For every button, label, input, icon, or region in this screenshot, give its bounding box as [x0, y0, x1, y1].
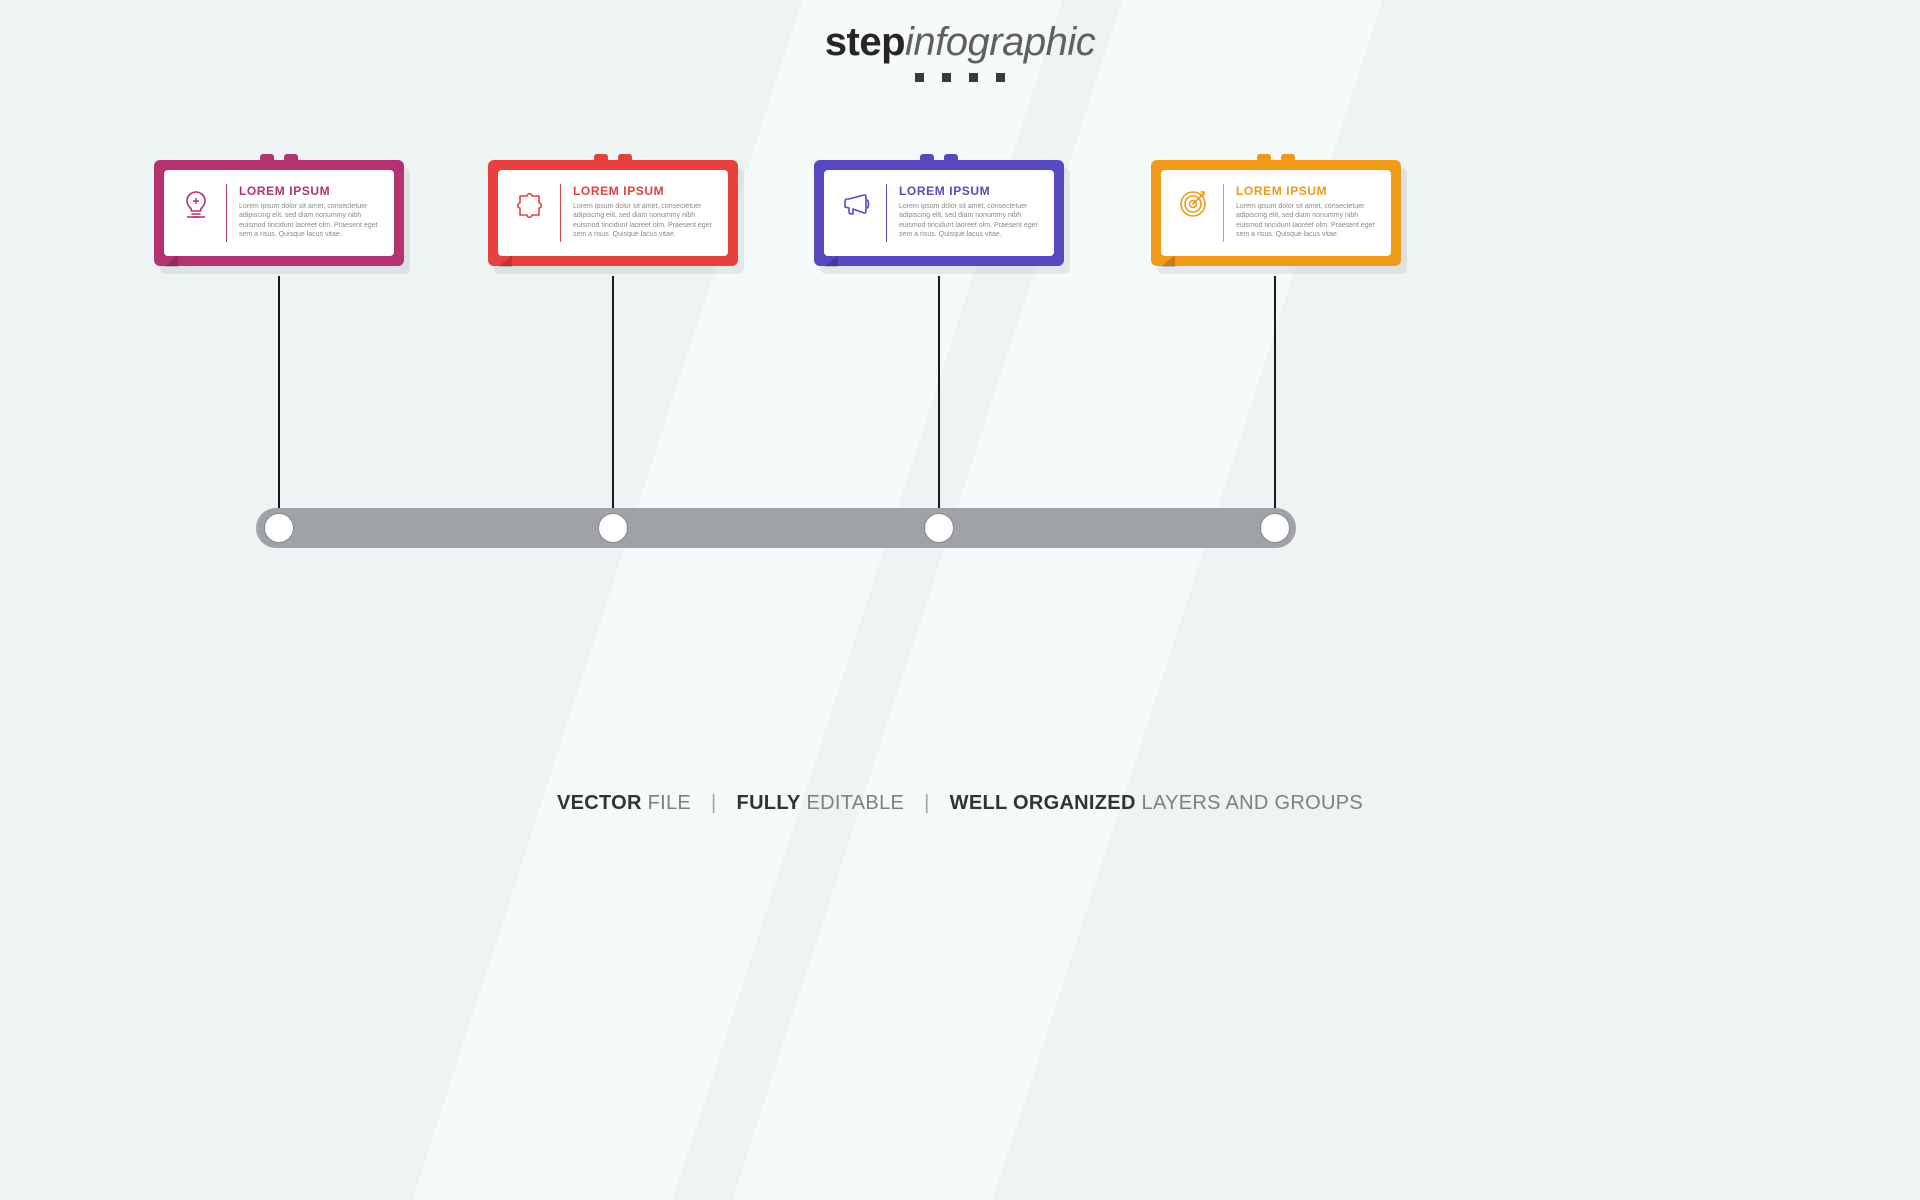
- footer-bold: VECTOR: [557, 792, 642, 814]
- footer-bold: FULLY: [737, 792, 801, 814]
- card-divider: [560, 184, 561, 242]
- card-body: Lorem ipsum dolor sit amet, consectetuer…: [1236, 202, 1377, 240]
- title-thin: infographic: [905, 20, 1095, 64]
- card-title: LOREM IPSUM: [239, 184, 380, 198]
- card-text: LOREM IPSUM Lorem ipsum dolor sit amet, …: [573, 184, 714, 240]
- timeline-stem: [938, 276, 940, 508]
- card-divider: [886, 184, 887, 242]
- card-inner: LOREM IPSUM Lorem ipsum dolor sit amet, …: [164, 170, 394, 256]
- megaphone-icon: [838, 184, 874, 220]
- card-text: LOREM IPSUM Lorem ipsum dolor sit amet, …: [1236, 184, 1377, 240]
- card-outer: LOREM IPSUM Lorem ipsum dolor sit amet, …: [814, 160, 1064, 266]
- card-inner: LOREM IPSUM Lorem ipsum dolor sit amet, …: [1161, 170, 1391, 256]
- timeline-bar: [256, 508, 1296, 548]
- header: stepinfographic: [0, 20, 1920, 82]
- timeline: [256, 508, 1296, 548]
- card-divider: [226, 184, 227, 242]
- timeline-stem: [1274, 276, 1276, 508]
- card-title: LOREM IPSUM: [573, 184, 714, 198]
- timeline-stem: [612, 276, 614, 508]
- footer-bold: WELL ORGANIZED: [950, 792, 1136, 814]
- card-text: LOREM IPSUM Lorem ipsum dolor sit amet, …: [239, 184, 380, 240]
- card-title: LOREM IPSUM: [1236, 184, 1377, 198]
- header-dot: [915, 73, 924, 82]
- footer-light: FILE: [642, 792, 691, 814]
- puzzle-icon: [512, 184, 548, 220]
- card-text: LOREM IPSUM Lorem ipsum dolor sit amet, …: [899, 184, 1040, 240]
- card-body: Lorem ipsum dolor sit amet, consectetuer…: [573, 202, 714, 240]
- card-inner: LOREM IPSUM Lorem ipsum dolor sit amet, …: [824, 170, 1054, 256]
- card-fold-icon: [824, 255, 838, 267]
- step-card: LOREM IPSUM Lorem ipsum dolor sit amet, …: [814, 160, 1064, 266]
- timeline-stem: [278, 276, 280, 508]
- header-dot: [942, 73, 951, 82]
- card-outer: LOREM IPSUM Lorem ipsum dolor sit amet, …: [1151, 160, 1401, 266]
- footer-separator: |: [924, 792, 930, 814]
- card-fold-icon: [1161, 255, 1175, 267]
- timeline-node: [924, 513, 954, 543]
- header-dots: [0, 73, 1920, 82]
- card-divider: [1223, 184, 1224, 242]
- card-inner: LOREM IPSUM Lorem ipsum dolor sit amet, …: [498, 170, 728, 256]
- timeline-node: [1260, 513, 1290, 543]
- footer-separator: |: [711, 792, 717, 814]
- footer-light: LAYERS AND GROUPS: [1136, 792, 1363, 814]
- page-title: stepinfographic: [0, 20, 1920, 65]
- lightbulb-icon: [178, 184, 214, 220]
- step-card: LOREM IPSUM Lorem ipsum dolor sit amet, …: [154, 160, 404, 266]
- header-dot: [996, 73, 1005, 82]
- timeline-node: [264, 513, 294, 543]
- card-outer: LOREM IPSUM Lorem ipsum dolor sit amet, …: [488, 160, 738, 266]
- title-bold: step: [825, 20, 905, 64]
- card-title: LOREM IPSUM: [899, 184, 1040, 198]
- step-card: LOREM IPSUM Lorem ipsum dolor sit amet, …: [488, 160, 738, 266]
- card-fold-icon: [164, 255, 178, 267]
- card-outer: LOREM IPSUM Lorem ipsum dolor sit amet, …: [154, 160, 404, 266]
- footer: VECTOR FILE | FULLY EDITABLE | WELL ORGANIZE…: [0, 792, 1920, 815]
- card-fold-icon: [498, 255, 512, 267]
- timeline-node: [598, 513, 628, 543]
- footer-light: EDITABLE: [801, 792, 904, 814]
- header-dot: [969, 73, 978, 82]
- card-body: Lorem ipsum dolor sit amet, consectetuer…: [239, 202, 380, 240]
- step-card: LOREM IPSUM Lorem ipsum dolor sit amet, …: [1151, 160, 1401, 266]
- card-body: Lorem ipsum dolor sit amet, consectetuer…: [899, 202, 1040, 240]
- target-icon: [1175, 184, 1211, 220]
